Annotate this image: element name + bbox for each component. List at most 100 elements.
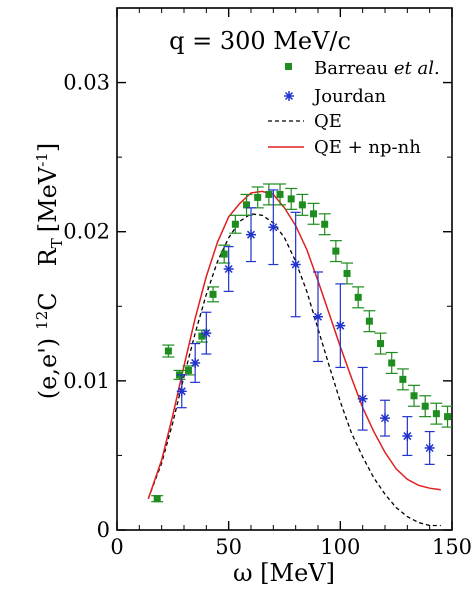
- x-axis-label: ω [MeV]: [233, 559, 335, 587]
- jourdan-point: [290, 211, 301, 318]
- barreau-point: [307, 202, 320, 225]
- plot-frame: [116, 7, 453, 531]
- q-annotation: q = 300 MeV/c: [169, 27, 351, 55]
- square-marker: [265, 190, 273, 198]
- square-marker: [184, 366, 192, 374]
- asterisk-arm: [336, 321, 345, 330]
- barreau-point: [441, 405, 452, 428]
- legend-label-qe-npnh: QE + np-nh: [314, 137, 421, 158]
- barreau-point: [352, 286, 365, 309]
- asterisk-arm: [403, 432, 412, 441]
- asterisk-arm: [380, 414, 390, 423]
- y-tick-label: 0.03: [63, 71, 110, 95]
- jourdan-point: [402, 416, 413, 457]
- y-axis-ticks: 0 0.01 0.02 0.03: [63, 71, 452, 542]
- x-tick-label: 50: [215, 535, 242, 559]
- y-tick-label: 0.01: [63, 369, 110, 393]
- barreau-point: [285, 187, 298, 210]
- asterisk-arm: [313, 312, 323, 321]
- jourdan-point: [424, 430, 435, 465]
- asterisk-arm: [191, 358, 200, 367]
- y-tick-label: 0: [97, 518, 110, 542]
- barreau-point: [453, 402, 465, 423]
- barreau-point: [229, 214, 242, 234]
- barreau-point: [430, 402, 443, 425]
- barreau-point: [396, 368, 409, 391]
- y-tick-label: 0.02: [63, 220, 110, 244]
- jourdan-point: [190, 342, 201, 383]
- jourdan-point: [223, 246, 234, 292]
- asterisk-arm: [291, 260, 300, 269]
- barreau-point: [251, 186, 264, 209]
- model-curves: [147, 190, 441, 527]
- square-marker: [298, 201, 306, 209]
- barreau-point: [464, 400, 473, 421]
- barreau-point: [296, 193, 309, 216]
- barreau-point: [151, 495, 164, 503]
- x-axis-ticks: 0 50 100 150: [110, 8, 472, 559]
- barreau-point: [385, 351, 398, 374]
- asterisk-arm: [269, 223, 278, 232]
- square-marker: [209, 290, 217, 298]
- barreau-point: [318, 213, 331, 236]
- x-tick-label: 100: [320, 535, 360, 559]
- barreau-point: [408, 384, 421, 407]
- square-marker: [198, 332, 206, 340]
- legend-label-qe: QE: [314, 111, 342, 132]
- asterisk-arm: [425, 443, 434, 453]
- jourdan-point: [246, 207, 256, 263]
- square-marker: [164, 347, 172, 355]
- barreau-point: [162, 344, 175, 358]
- curve-qe: [147, 213, 441, 527]
- legend: Barreau et al. Jourdan QE QE + np-nh: [268, 58, 440, 158]
- jourdan-point: [201, 311, 212, 355]
- asterisk-arm: [358, 394, 367, 403]
- square-marker: [332, 247, 340, 255]
- legend-label-barreau: Barreau et al.: [314, 58, 440, 79]
- x-tick-label: 0: [110, 535, 123, 559]
- jourdan-point: [313, 271, 323, 363]
- square-marker: [466, 407, 473, 414]
- curve-qe_npnh: [147, 190, 441, 499]
- square-marker: [399, 375, 407, 383]
- jourdan-point: [357, 366, 368, 431]
- square-marker: [231, 220, 239, 228]
- square-marker: [444, 413, 452, 421]
- jourdan-point: [176, 374, 187, 409]
- square-marker: [287, 195, 295, 203]
- square-marker: [354, 293, 362, 301]
- barreau-point: [419, 395, 432, 418]
- legend-swatch-jourdan: [284, 91, 294, 101]
- jourdan-point: [335, 283, 346, 369]
- legend-swatch-barreau: [285, 63, 292, 70]
- barreau-point: [363, 310, 376, 333]
- barreau-point: [274, 183, 287, 206]
- square-marker: [276, 190, 284, 198]
- asterisk-arm: [246, 230, 256, 239]
- jourdan-point: [268, 189, 279, 266]
- square-marker: [243, 201, 251, 209]
- square-marker: [455, 409, 462, 416]
- barreau-point: [218, 244, 231, 264]
- square-marker: [377, 340, 385, 348]
- square-marker: [410, 392, 418, 400]
- square-marker: [432, 410, 440, 418]
- x-tick-label: 150: [432, 535, 472, 559]
- asterisk-arm: [224, 264, 233, 274]
- asterisk-arm: [177, 387, 186, 396]
- square-marker: [388, 359, 396, 367]
- barreau-point: [329, 240, 342, 263]
- square-marker: [321, 220, 329, 228]
- square-marker: [220, 250, 228, 258]
- square-marker: [421, 402, 429, 410]
- data-series: [151, 183, 473, 503]
- legend-label-jourdan: Jourdan: [312, 86, 387, 107]
- square-marker: [365, 317, 373, 325]
- y-axis-label: (e,e')12CRT[MeV-1]: [33, 143, 66, 399]
- square-marker: [254, 193, 262, 201]
- barreau-point: [374, 332, 387, 355]
- asterisk-arm: [202, 329, 211, 338]
- barreau-point: [341, 262, 354, 285]
